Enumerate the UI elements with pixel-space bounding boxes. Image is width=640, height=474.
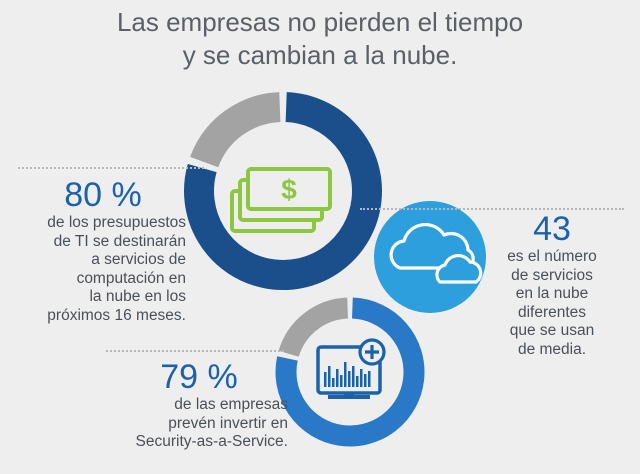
budget-line: de los presupuestos bbox=[47, 214, 186, 231]
services-stat-value: 43 bbox=[533, 210, 571, 248]
budget-stat-value: 80 % bbox=[64, 176, 142, 214]
page-title: Las empresas no pierden el tiempo y se c… bbox=[0, 6, 640, 72]
budget-stat: 80 % de los presupuestos de TI se destin… bbox=[10, 176, 186, 325]
security-line: de las empresas bbox=[174, 396, 288, 413]
monitor-chart-plus-icon bbox=[316, 338, 386, 399]
divider-top bbox=[18, 167, 204, 169]
budget-line: a servicios de bbox=[91, 251, 186, 268]
services-line: es el número bbox=[507, 248, 597, 265]
services-stat-description: es el número de servicios en la nube dif… bbox=[486, 248, 618, 359]
services-line: de media. bbox=[517, 340, 587, 358]
money-stack-icon: $ bbox=[230, 167, 332, 233]
budget-line: computación en bbox=[76, 269, 186, 287]
donut-security-slice-rest bbox=[278, 297, 349, 358]
security-stat: 79 % de las empresas prevén invertir en … bbox=[96, 358, 288, 452]
title-line-2: y se cambian a la nube. bbox=[182, 40, 458, 70]
svg-text:$: $ bbox=[281, 174, 297, 205]
security-line: Security-as-a-Service. bbox=[135, 433, 288, 450]
budget-line: próximos 16 meses. bbox=[47, 306, 186, 324]
divider-middle bbox=[360, 208, 624, 210]
services-line: en la nube bbox=[515, 285, 589, 302]
security-stat-description: de las empresas prevén invertir en Secur… bbox=[96, 396, 288, 452]
donut-chart-budget bbox=[184, 92, 382, 290]
donut-budget-slice-main bbox=[184, 92, 382, 290]
security-line: prevén invertir en bbox=[168, 414, 288, 432]
budget-line: de TI se destinarán bbox=[53, 232, 186, 250]
budget-line: la nube en los bbox=[89, 288, 186, 305]
services-line: que se usan bbox=[509, 322, 595, 339]
services-stat: 43 es el número de servicios en la nube … bbox=[486, 210, 618, 359]
cloud-icon bbox=[389, 222, 483, 284]
budget-stat-description: de los presupuestos de TI se destinarán … bbox=[10, 214, 186, 325]
donut-security-slice-main bbox=[275, 297, 425, 447]
title-line-1: Las empresas no pierden el tiempo bbox=[116, 7, 524, 37]
security-stat-value: 79 % bbox=[160, 358, 238, 396]
donut-chart-security bbox=[275, 297, 425, 447]
services-line: diferentes bbox=[517, 303, 587, 321]
donut-budget-slice-rest bbox=[190, 92, 281, 168]
divider-bottom bbox=[106, 350, 284, 352]
services-line: de servicios bbox=[511, 266, 593, 284]
cloud-badge bbox=[374, 201, 486, 313]
